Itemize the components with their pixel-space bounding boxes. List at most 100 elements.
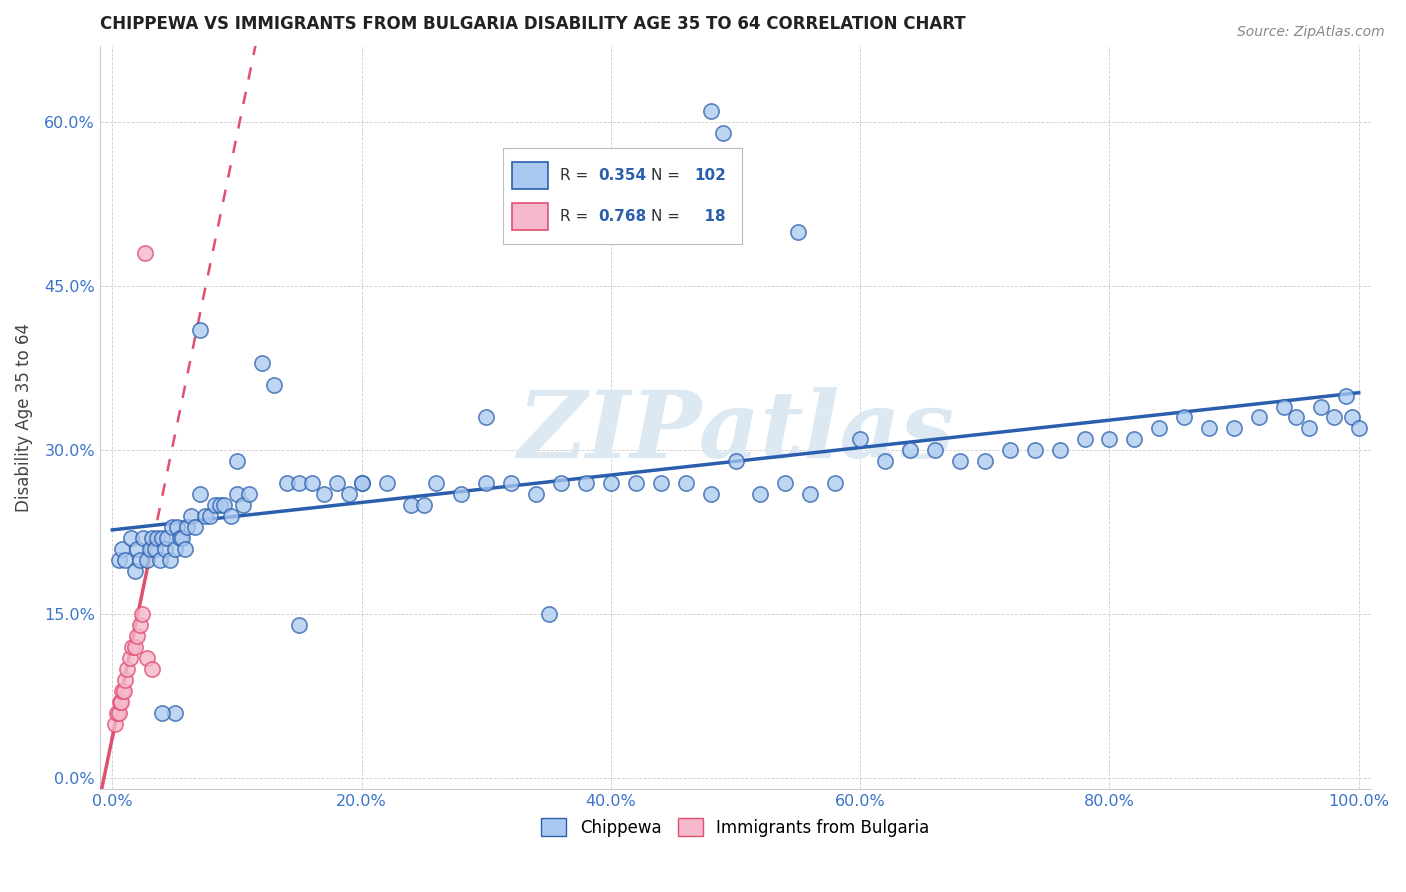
- Point: [924, 443, 946, 458]
- Point: [301, 476, 323, 491]
- Point: [699, 104, 721, 119]
- Point: [575, 476, 598, 491]
- Point: [214, 498, 236, 512]
- Text: ZIPatlas: ZIPatlas: [517, 387, 955, 477]
- Point: [150, 706, 173, 720]
- Point: [198, 508, 221, 523]
- Point: [131, 607, 153, 622]
- Text: R =: R =: [560, 168, 593, 183]
- Point: [193, 508, 215, 523]
- Point: [128, 552, 150, 566]
- Point: [149, 552, 172, 566]
- Point: [141, 662, 163, 676]
- Point: [163, 706, 186, 720]
- Point: [350, 476, 373, 491]
- Point: [413, 498, 436, 512]
- Point: [550, 476, 572, 491]
- Point: [699, 487, 721, 501]
- FancyBboxPatch shape: [512, 203, 548, 230]
- Point: [425, 476, 447, 491]
- Point: [146, 531, 169, 545]
- Point: [226, 454, 249, 468]
- Point: [124, 640, 146, 654]
- Point: [104, 716, 127, 731]
- Point: [120, 531, 142, 545]
- Text: 18: 18: [695, 209, 725, 224]
- Point: [450, 487, 472, 501]
- Point: [1098, 433, 1121, 447]
- Point: [111, 541, 134, 556]
- Point: [188, 323, 211, 337]
- Point: [898, 443, 921, 458]
- Text: R =: R =: [560, 209, 593, 224]
- Point: [1347, 421, 1369, 435]
- Point: [124, 564, 146, 578]
- Point: [114, 552, 136, 566]
- Point: [132, 531, 155, 545]
- Point: [350, 476, 373, 491]
- Point: [136, 651, 159, 665]
- FancyBboxPatch shape: [512, 161, 548, 188]
- Point: [112, 683, 135, 698]
- Point: [1198, 421, 1220, 435]
- Point: [711, 126, 734, 140]
- Point: [501, 476, 523, 491]
- Point: [128, 618, 150, 632]
- Point: [973, 454, 995, 468]
- Legend: Chippewa, Immigrants from Bulgaria: Chippewa, Immigrants from Bulgaria: [541, 819, 929, 837]
- Point: [799, 487, 821, 501]
- Point: [166, 520, 188, 534]
- Point: [375, 476, 398, 491]
- Point: [160, 520, 183, 534]
- Point: [143, 541, 166, 556]
- Point: [226, 487, 249, 501]
- Point: [288, 618, 311, 632]
- Point: [675, 476, 697, 491]
- Point: [169, 531, 191, 545]
- Point: [117, 662, 139, 676]
- Point: [1024, 443, 1046, 458]
- Point: [276, 476, 298, 491]
- Point: [1123, 433, 1146, 447]
- Point: [118, 651, 141, 665]
- Point: [134, 246, 156, 260]
- Point: [121, 640, 143, 654]
- Text: N =: N =: [651, 168, 685, 183]
- Text: 0.354: 0.354: [599, 168, 647, 183]
- Point: [238, 487, 260, 501]
- Point: [849, 433, 872, 447]
- Point: [232, 498, 254, 512]
- Point: [263, 377, 285, 392]
- Point: [250, 356, 273, 370]
- Point: [188, 487, 211, 501]
- Point: [107, 706, 129, 720]
- Point: [949, 454, 972, 468]
- Point: [138, 541, 160, 556]
- Point: [153, 541, 176, 556]
- Point: [314, 487, 336, 501]
- Point: [325, 476, 347, 491]
- Point: [475, 410, 498, 425]
- Point: [1223, 421, 1246, 435]
- Point: [105, 706, 128, 720]
- Point: [599, 476, 621, 491]
- Point: [163, 541, 186, 556]
- Point: [624, 476, 647, 491]
- Point: [1285, 410, 1308, 425]
- Point: [110, 695, 132, 709]
- Point: [111, 683, 134, 698]
- Point: [1310, 400, 1333, 414]
- Point: [176, 520, 198, 534]
- Point: [1247, 410, 1270, 425]
- Text: CHIPPEWA VS IMMIGRANTS FROM BULGARIA DISABILITY AGE 35 TO 64 CORRELATION CHART: CHIPPEWA VS IMMIGRANTS FROM BULGARIA DIS…: [100, 15, 966, 33]
- Point: [786, 225, 808, 239]
- Point: [401, 498, 423, 512]
- Point: [1298, 421, 1320, 435]
- Point: [537, 607, 560, 622]
- Point: [141, 531, 163, 545]
- Text: Source: ZipAtlas.com: Source: ZipAtlas.com: [1237, 25, 1385, 39]
- Text: 102: 102: [695, 168, 727, 183]
- Y-axis label: Disability Age 35 to 64: Disability Age 35 to 64: [15, 323, 32, 512]
- Point: [1323, 410, 1346, 425]
- Point: [288, 476, 311, 491]
